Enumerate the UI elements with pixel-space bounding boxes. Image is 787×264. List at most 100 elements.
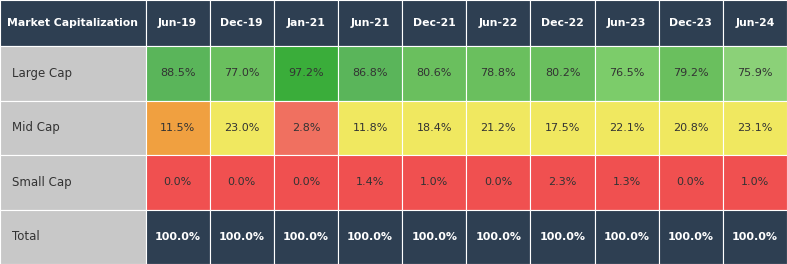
- Text: 23.1%: 23.1%: [737, 123, 773, 133]
- Text: Mid Cap: Mid Cap: [12, 121, 59, 134]
- Text: 23.0%: 23.0%: [224, 123, 260, 133]
- Text: 0.0%: 0.0%: [227, 177, 256, 187]
- Text: Jun-23: Jun-23: [607, 18, 646, 28]
- Text: Market Capitalization: Market Capitalization: [7, 18, 139, 28]
- Text: Jun-24: Jun-24: [735, 18, 774, 28]
- Text: 0.0%: 0.0%: [292, 177, 320, 187]
- Text: 78.8%: 78.8%: [481, 68, 516, 78]
- FancyBboxPatch shape: [402, 101, 466, 155]
- FancyBboxPatch shape: [209, 46, 274, 101]
- Text: Large Cap: Large Cap: [12, 67, 72, 80]
- Text: 88.5%: 88.5%: [160, 68, 195, 78]
- Text: 1.3%: 1.3%: [612, 177, 641, 187]
- FancyBboxPatch shape: [722, 101, 787, 155]
- FancyBboxPatch shape: [659, 0, 723, 46]
- FancyBboxPatch shape: [595, 0, 659, 46]
- Text: 100.0%: 100.0%: [283, 232, 329, 242]
- Text: 0.0%: 0.0%: [164, 177, 192, 187]
- FancyBboxPatch shape: [274, 46, 338, 101]
- FancyBboxPatch shape: [466, 155, 530, 210]
- FancyBboxPatch shape: [338, 101, 402, 155]
- Text: 11.5%: 11.5%: [160, 123, 195, 133]
- FancyBboxPatch shape: [466, 46, 530, 101]
- Text: 1.0%: 1.0%: [741, 177, 769, 187]
- FancyBboxPatch shape: [722, 210, 787, 264]
- Text: 21.2%: 21.2%: [481, 123, 516, 133]
- FancyBboxPatch shape: [722, 0, 787, 46]
- Text: 80.2%: 80.2%: [545, 68, 580, 78]
- Text: 100.0%: 100.0%: [604, 232, 649, 242]
- FancyBboxPatch shape: [209, 0, 274, 46]
- FancyBboxPatch shape: [274, 155, 338, 210]
- Text: 100.0%: 100.0%: [155, 232, 201, 242]
- FancyBboxPatch shape: [146, 155, 209, 210]
- Text: 20.8%: 20.8%: [673, 123, 708, 133]
- Text: Dec-19: Dec-19: [220, 18, 263, 28]
- Text: 2.8%: 2.8%: [292, 123, 320, 133]
- Text: 1.4%: 1.4%: [356, 177, 384, 187]
- Text: 2.3%: 2.3%: [549, 177, 577, 187]
- Text: Dec-22: Dec-22: [541, 18, 584, 28]
- FancyBboxPatch shape: [338, 210, 402, 264]
- FancyBboxPatch shape: [466, 210, 530, 264]
- FancyBboxPatch shape: [530, 46, 595, 101]
- Text: 100.0%: 100.0%: [412, 232, 457, 242]
- Text: 18.4%: 18.4%: [416, 123, 452, 133]
- FancyBboxPatch shape: [0, 0, 146, 46]
- FancyBboxPatch shape: [209, 155, 274, 210]
- FancyBboxPatch shape: [402, 0, 466, 46]
- Text: Total: Total: [12, 230, 39, 243]
- FancyBboxPatch shape: [146, 101, 209, 155]
- Text: Small Cap: Small Cap: [12, 176, 72, 189]
- Text: Jun-19: Jun-19: [158, 18, 198, 28]
- FancyBboxPatch shape: [0, 46, 146, 101]
- Text: Jun-22: Jun-22: [478, 18, 518, 28]
- FancyBboxPatch shape: [209, 101, 274, 155]
- FancyBboxPatch shape: [466, 0, 530, 46]
- Text: 79.2%: 79.2%: [673, 68, 708, 78]
- FancyBboxPatch shape: [338, 0, 402, 46]
- FancyBboxPatch shape: [530, 210, 595, 264]
- FancyBboxPatch shape: [146, 210, 209, 264]
- FancyBboxPatch shape: [274, 101, 338, 155]
- Text: 100.0%: 100.0%: [347, 232, 393, 242]
- Text: 0.0%: 0.0%: [484, 177, 512, 187]
- FancyBboxPatch shape: [530, 101, 595, 155]
- FancyBboxPatch shape: [0, 210, 146, 264]
- FancyBboxPatch shape: [0, 155, 146, 210]
- FancyBboxPatch shape: [209, 210, 274, 264]
- FancyBboxPatch shape: [466, 101, 530, 155]
- Text: 76.5%: 76.5%: [609, 68, 645, 78]
- Text: 77.0%: 77.0%: [224, 68, 260, 78]
- Text: 100.0%: 100.0%: [219, 232, 264, 242]
- Text: Jan-21: Jan-21: [286, 18, 325, 28]
- FancyBboxPatch shape: [595, 101, 659, 155]
- FancyBboxPatch shape: [659, 101, 723, 155]
- FancyBboxPatch shape: [402, 155, 466, 210]
- FancyBboxPatch shape: [274, 0, 338, 46]
- FancyBboxPatch shape: [530, 0, 595, 46]
- Text: 80.6%: 80.6%: [416, 68, 452, 78]
- FancyBboxPatch shape: [146, 46, 209, 101]
- FancyBboxPatch shape: [595, 155, 659, 210]
- FancyBboxPatch shape: [402, 46, 466, 101]
- Text: 22.1%: 22.1%: [609, 123, 645, 133]
- FancyBboxPatch shape: [0, 101, 146, 155]
- Text: 11.8%: 11.8%: [353, 123, 388, 133]
- Text: 100.0%: 100.0%: [732, 232, 778, 242]
- FancyBboxPatch shape: [595, 46, 659, 101]
- Text: 100.0%: 100.0%: [475, 232, 521, 242]
- FancyBboxPatch shape: [659, 46, 723, 101]
- FancyBboxPatch shape: [722, 155, 787, 210]
- Text: 100.0%: 100.0%: [540, 232, 586, 242]
- FancyBboxPatch shape: [722, 46, 787, 101]
- FancyBboxPatch shape: [659, 210, 723, 264]
- Text: Dec-23: Dec-23: [670, 18, 712, 28]
- FancyBboxPatch shape: [530, 155, 595, 210]
- FancyBboxPatch shape: [659, 155, 723, 210]
- FancyBboxPatch shape: [338, 46, 402, 101]
- FancyBboxPatch shape: [274, 210, 338, 264]
- Text: Dec-21: Dec-21: [413, 18, 456, 28]
- Text: Jun-21: Jun-21: [350, 18, 390, 28]
- Text: 17.5%: 17.5%: [545, 123, 580, 133]
